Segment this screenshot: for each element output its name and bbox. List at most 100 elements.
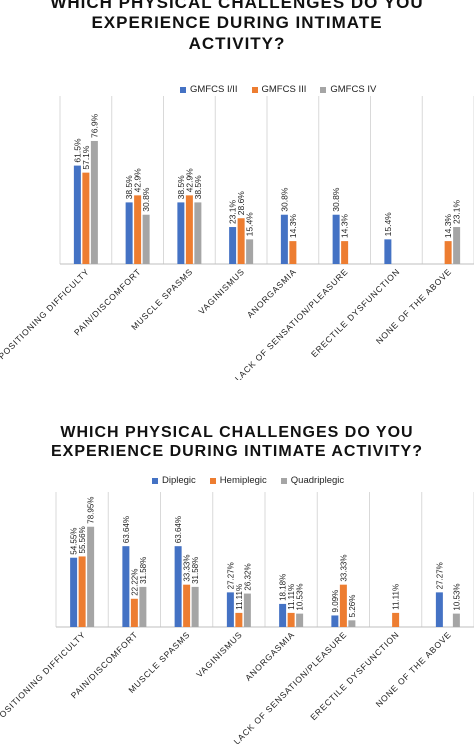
bar [90, 140, 98, 264]
bar [125, 202, 133, 264]
chart-1-plot: 61.5%57.1% 76.9% POSITIONING DIFFICULTY 38.… [0, 96, 474, 380]
bar [177, 202, 185, 264]
x-tick-label: ANORGASMIA [245, 266, 298, 319]
data-label: 63.64% [122, 516, 131, 543]
legend-item: GMFCS I/II [180, 84, 238, 95]
data-label: 31.58% [191, 557, 200, 584]
legend-item: GMFCS IV [320, 84, 376, 95]
chart-1-title-line: ACTIVITY? [188, 33, 286, 53]
data-label: 23.1% [452, 199, 462, 224]
x-tick-label: VAGINISMUS [194, 629, 244, 679]
bar [194, 202, 202, 264]
bar [243, 593, 251, 627]
data-label: 5.26% [348, 595, 357, 618]
x-tick-label: ERECTILE DYSFUNCTION [309, 266, 402, 359]
bar [444, 241, 452, 264]
data-label: 11.11% [235, 584, 244, 610]
bar [348, 620, 356, 627]
data-label: 10.53% [296, 583, 305, 610]
data-label: 14.3% [288, 214, 298, 239]
chart-1-title-line: WHICH PHYSICAL CHALLENGES DO YOU [50, 0, 424, 12]
bar [392, 612, 400, 627]
bar [384, 239, 392, 264]
data-label: 27.27% [435, 562, 444, 589]
chart-1-legend: GMFCS I/II GMFCS III GMFCS IV [180, 84, 376, 95]
bar [237, 218, 245, 264]
chart-1-title-line: EXPERIENCE DURING INTIMATE [91, 13, 383, 33]
data-label: 26.32% [243, 563, 252, 590]
data-label: 23.1% [228, 199, 238, 224]
data-label: 31.58% [139, 557, 148, 584]
bar [73, 165, 81, 264]
bar [191, 586, 199, 627]
bar [331, 615, 339, 627]
bar [452, 613, 460, 627]
data-label: 33.33% [183, 555, 192, 582]
bar [246, 239, 254, 264]
data-label: 33.33% [339, 555, 348, 582]
bar [296, 613, 304, 627]
bar [139, 586, 147, 627]
legend-label: GMFCS III [261, 84, 307, 95]
bar [229, 227, 237, 264]
legend-swatch [280, 477, 287, 484]
x-tick-label: VAGINISMUS [197, 266, 247, 316]
data-label: 38.5% [176, 175, 186, 200]
legend-label: GMFCS I/II [190, 84, 238, 95]
bar [289, 241, 297, 264]
data-label: 28.6% [236, 191, 246, 216]
chart-2-title-line: WHICH PHYSICAL CHALLENGES DO YOU [60, 424, 414, 441]
data-label: 76.9% [89, 113, 99, 138]
chart-2-legend: Diplegic Hemiplegic Quadriplegic [152, 475, 344, 486]
legend-swatch [152, 477, 158, 484]
data-label: 57.1% [81, 145, 91, 170]
bar [87, 526, 95, 627]
bar [280, 214, 288, 264]
bar [183, 584, 191, 627]
x-tick-label: LACK OF SENSATION/PLEASURE [233, 266, 350, 380]
data-label: 11.11% [287, 584, 296, 610]
x-tick-label: POSITIONING DIFFICULTY [0, 629, 88, 724]
legend-label: GMFCS IV [330, 84, 377, 95]
data-label: 11.11% [392, 584, 401, 610]
chart-2-title-line: EXPERIENCE DURING INTIMATE ACTIVITY? [50, 443, 423, 461]
bar [279, 603, 287, 627]
bar [339, 584, 347, 627]
data-label: 15.4% [245, 212, 255, 237]
data-label: 30.8% [331, 187, 341, 212]
data-label: 9.09% [331, 590, 340, 613]
chart-1-title: WHICH PHYSICAL CHALLENGES DO YOU EXPERIE… [0, 0, 474, 54]
data-label: 30.8% [141, 187, 151, 212]
legend-swatch [180, 86, 186, 93]
bar [82, 172, 90, 264]
chart-2-plot: 54.55% 55.56%78.95% POSITIONING DIFFICULTY… [0, 492, 474, 744]
bar [122, 546, 130, 627]
data-label: 54.55% [70, 528, 79, 555]
data-label: 18.18% [279, 574, 288, 601]
chart-2-title: WHICH PHYSICAL CHALLENGES DO YOU EXPERIE… [0, 423, 474, 461]
data-label: 61.5% [72, 138, 82, 163]
x-tick-label: ERECTILE DYSFUNCTION [308, 629, 401, 722]
bar [235, 612, 243, 627]
x-tick-label: ANORGASMIA [243, 629, 296, 682]
legend-item: Diplegic [152, 475, 196, 486]
bar [435, 592, 443, 627]
data-label: 22.22% [130, 569, 139, 596]
data-label: 63.64% [174, 516, 183, 543]
data-label: 78.95% [87, 497, 96, 524]
bar [341, 241, 349, 264]
data-label: 42.9% [184, 168, 194, 193]
bar [70, 557, 78, 627]
data-label: 42.9% [133, 168, 143, 193]
bar [130, 598, 138, 627]
bar [185, 195, 193, 264]
legend-item: Hemiplegic [209, 475, 267, 486]
data-label: 14.3% [443, 214, 453, 239]
data-label: 30.8% [279, 187, 289, 212]
bar [226, 592, 234, 627]
legend-label: Hemiplegic [219, 475, 267, 486]
x-tick-label: LACK OF SENSATION/PLEASURE [232, 629, 349, 744]
data-label: 38.5% [124, 175, 134, 200]
bar [287, 612, 295, 627]
bar [134, 195, 142, 264]
